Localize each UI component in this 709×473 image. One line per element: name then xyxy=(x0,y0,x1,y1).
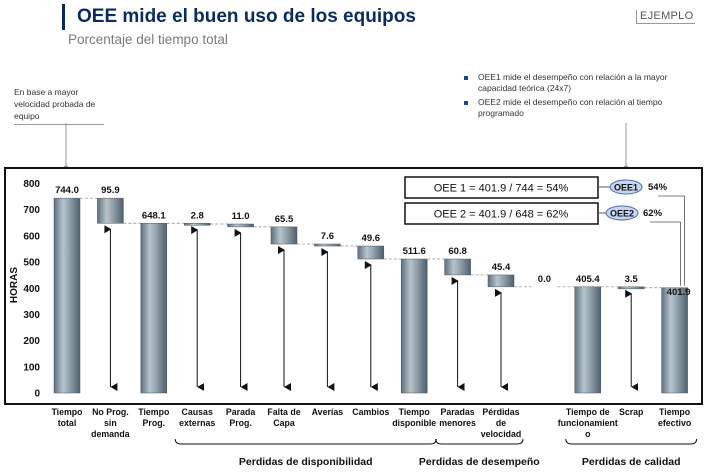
category-label: Tiempo xyxy=(51,407,83,417)
y-tick-label: 300 xyxy=(23,310,40,321)
category-label: Tiempo xyxy=(138,407,170,417)
category-label: Falta de xyxy=(267,407,300,417)
category-label: Causas xyxy=(182,407,213,417)
category-label: Prog. xyxy=(143,418,165,428)
bar xyxy=(53,197,81,394)
y-tick-label: 700 xyxy=(23,205,40,216)
bar xyxy=(314,243,341,247)
right-notes: OEE1 mide el desempeño con relación a la… xyxy=(462,72,698,122)
category-label: Tiempo de xyxy=(566,407,610,417)
bar xyxy=(270,226,298,245)
oee2-formula: OEE 2 = 401.9 / 648 = 62% xyxy=(434,209,569,221)
category-label: total xyxy=(58,418,77,428)
title-accent-bar xyxy=(62,4,65,30)
y-axis-ticks: 0 100 200 300 400 500 600 700 800 xyxy=(23,179,40,400)
oee1-oval xyxy=(609,179,643,195)
value-label: 60.8 xyxy=(448,246,467,257)
value-label: 95.9 xyxy=(101,185,120,196)
category-label: disponible xyxy=(392,418,436,428)
bar xyxy=(97,197,124,224)
group-bracket xyxy=(435,438,524,445)
category-label: sin xyxy=(104,418,117,428)
y-tick-label: 800 xyxy=(23,179,40,190)
value-label: 401.9 xyxy=(667,287,691,298)
oee1-formula: OEE 1 = 401.9 / 744 = 54% xyxy=(434,183,569,195)
value-label: 49.6 xyxy=(362,233,381,244)
group-label: Perdidas de calidad xyxy=(582,456,681,468)
note-oee2: OEE2 mide el desempeño con relación al t… xyxy=(462,97,698,119)
y-tick-label: 600 xyxy=(23,231,40,242)
value-label: 648.1 xyxy=(142,210,166,221)
oee2-oval-label: OEE2 xyxy=(610,209,634,219)
category-label: Parada xyxy=(226,407,255,417)
bar xyxy=(357,245,385,260)
bar xyxy=(444,258,471,276)
value-label: 45.4 xyxy=(492,262,511,273)
category-label: No Prog. xyxy=(92,407,129,417)
oee2-oval xyxy=(605,205,639,221)
page-title: OEE mide el buen uso de los equipos xyxy=(77,6,416,27)
group-brackets-layer: Perdidas de disponibilidad Perdidas de de… xyxy=(174,438,698,468)
value-label: 2.8 xyxy=(191,210,204,221)
page-subtitle: Porcentaje del tiempo total xyxy=(68,32,228,47)
category-label: externas xyxy=(179,418,215,428)
value-label: 405.4 xyxy=(576,274,600,285)
bar xyxy=(661,287,688,394)
group-bracket xyxy=(565,438,698,445)
category-label: efectivo xyxy=(658,418,692,428)
oee1-percent: 54% xyxy=(648,182,668,193)
category-label: Capa xyxy=(273,418,295,428)
note-oee1: OEE1 mide el desempeño con relación a la… xyxy=(462,72,698,94)
group-bracket xyxy=(174,438,437,445)
category-label: demanda xyxy=(91,429,130,439)
y-tick-label: 100 xyxy=(23,362,40,373)
category-label: de xyxy=(496,418,506,428)
group-label: Perdidas de desempeño xyxy=(419,456,540,468)
y-tick-label: 400 xyxy=(23,284,40,295)
value-labels-layer: 744.0 95.9 648.1 2.8 11.0 65.5 7.6 49.6 511.6 60.… xyxy=(55,185,690,298)
bar xyxy=(487,274,515,288)
category-label: menores xyxy=(439,418,476,428)
y-tick-label: 0 xyxy=(34,389,40,400)
category-label: Tiempo xyxy=(399,407,431,417)
category-label: Prog. xyxy=(229,418,251,428)
category-label: Cambios xyxy=(352,407,389,417)
oee2-percent: 62% xyxy=(643,208,663,219)
y-tick-label: 200 xyxy=(23,336,40,347)
category-label: Pérdidas xyxy=(482,407,519,417)
oee1-oval-label: OEE1 xyxy=(614,183,638,193)
category-label: o xyxy=(585,429,591,439)
bars-layer xyxy=(53,197,688,394)
bar xyxy=(400,258,428,394)
category-label: Tiempo xyxy=(659,407,691,417)
category-label: Paradas xyxy=(440,407,474,417)
category-label: velocidad xyxy=(481,429,522,439)
bar xyxy=(140,223,168,394)
value-label: 511.6 xyxy=(403,246,426,257)
example-badge: EJEMPLO xyxy=(636,10,696,24)
bar xyxy=(227,223,254,228)
value-label: 0.0 xyxy=(538,274,551,285)
value-label: 65.5 xyxy=(275,214,294,225)
value-label: 7.6 xyxy=(321,231,334,242)
arrows-layer xyxy=(104,195,685,391)
bar xyxy=(183,223,211,226)
bar xyxy=(617,286,645,290)
group-label: Perdidas de disponibilidad xyxy=(239,456,373,468)
left-note: En base a mayor velocidad probada de equ… xyxy=(14,86,104,125)
category-label: Scrap xyxy=(619,407,644,417)
bar xyxy=(574,286,602,394)
y-axis-title: HORAS xyxy=(9,267,20,303)
value-label: 3.5 xyxy=(625,274,639,285)
category-label: Averías xyxy=(312,407,344,417)
value-label: 744.0 xyxy=(55,185,79,196)
y-tick-label: 500 xyxy=(23,258,40,269)
value-label: 11.0 xyxy=(232,211,250,222)
category-label: funcionamient xyxy=(558,418,618,428)
